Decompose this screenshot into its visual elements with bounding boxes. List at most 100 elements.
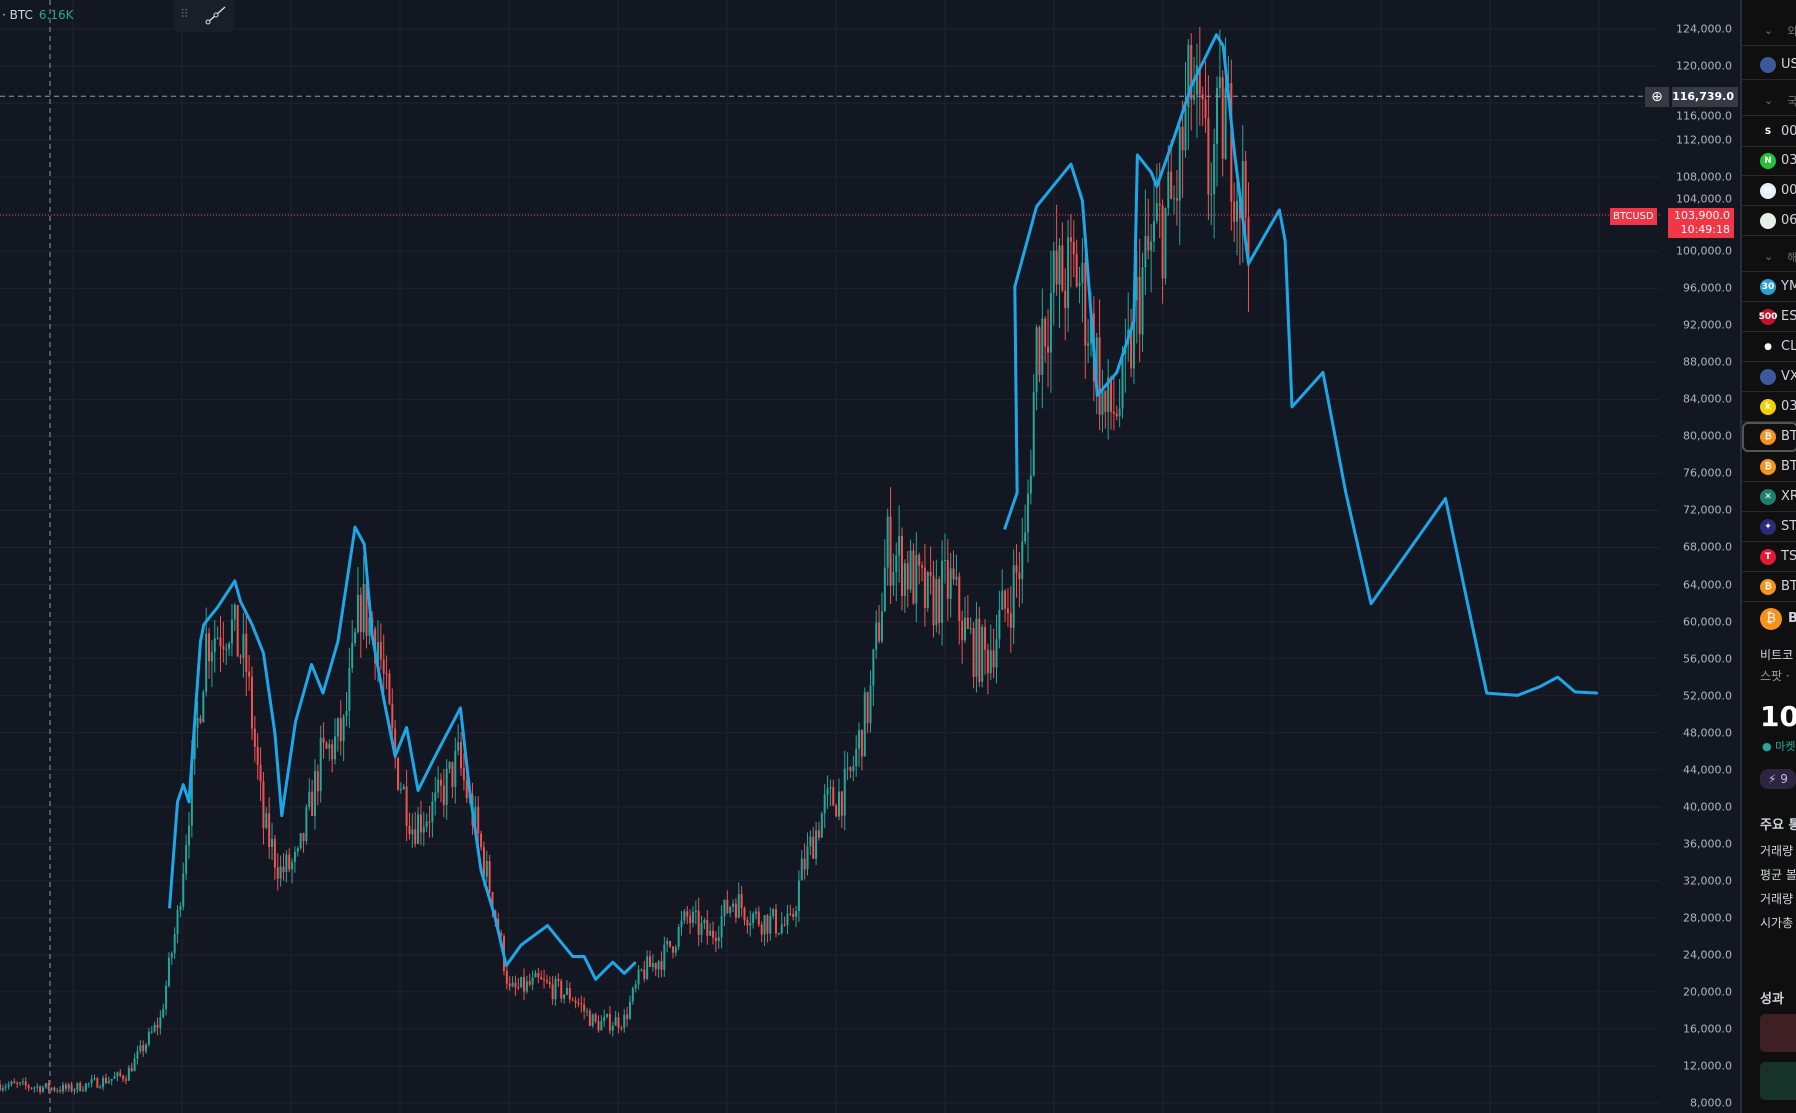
- symbol-type: 스팟 ·: [1760, 669, 1790, 683]
- watchlist-item-symbol: XR: [1781, 489, 1796, 504]
- price-tick-label: 40,000.0: [1683, 800, 1732, 814]
- candle-body: [580, 1003, 583, 1005]
- price-axis[interactable]: 124,000.0 120,000.0 116,000.0 112,000.0 108,…: [1660, 0, 1740, 1113]
- watchlist-section-header[interactable]: ⌄국: [1742, 86, 1796, 116]
- candle-body: [130, 1067, 133, 1072]
- candle-body: [76, 1082, 79, 1090]
- candle-body: [1238, 200, 1241, 219]
- watchlist-item[interactable]: T TS: [1742, 542, 1796, 572]
- candle-body: [657, 961, 660, 970]
- candle-body: [428, 821, 431, 823]
- candle-body: [1204, 99, 1207, 119]
- candle-body: [250, 676, 253, 729]
- section-label: 국: [1787, 93, 1796, 109]
- watchlist-item[interactable]: 06: [1742, 206, 1796, 236]
- watchlist-item[interactable]: ₿ BT: [1742, 452, 1796, 482]
- add-alert-plus-icon[interactable]: ⊕: [1645, 87, 1669, 107]
- candle-body: [1247, 217, 1250, 267]
- watchlist-item[interactable]: S 00: [1742, 117, 1796, 147]
- candle-body: [829, 787, 832, 789]
- candle-body: [1049, 292, 1052, 353]
- watchlist-item[interactable]: N 03: [1742, 146, 1796, 176]
- candle-body: [689, 916, 692, 924]
- watchlist-item[interactable]: ● CL: [1742, 332, 1796, 362]
- drawing-segment[interactable]: [1003, 33, 1598, 697]
- candle-body: [528, 981, 531, 985]
- watchlist-item[interactable]: ₿ BT: [1742, 572, 1796, 602]
- candle-body: [1118, 408, 1121, 417]
- watchlist-section-header[interactable]: ⌄해: [1742, 242, 1796, 272]
- quick-badge: ⚡ 9: [1760, 769, 1796, 789]
- candle-body: [729, 906, 732, 913]
- candle-body: [726, 899, 729, 913]
- candle-body: [196, 717, 199, 728]
- stat-label: 거래량: [1760, 844, 1794, 858]
- candle-body: [565, 988, 568, 995]
- hand-drawn-line[interactable]: [168, 33, 1598, 981]
- candle-body: [986, 649, 989, 674]
- candle-body: [182, 873, 185, 907]
- candle-body: [752, 913, 755, 924]
- candle-body: [282, 866, 285, 873]
- candle-body: [597, 1021, 600, 1031]
- watchlist-item[interactable]: VX: [1742, 362, 1796, 392]
- performance-tile[interactable]: [1760, 1062, 1796, 1100]
- watchlist-item[interactable]: ✕ XR: [1742, 482, 1796, 512]
- candle-body: [792, 913, 795, 917]
- performance-tile[interactable]: [1760, 1014, 1796, 1052]
- candle-body: [915, 554, 918, 604]
- candle-body: [1115, 413, 1118, 417]
- watchlist-item[interactable]: 30 YM: [1742, 272, 1796, 302]
- candle-body: [505, 970, 508, 984]
- watchlist-item-symbol: ES: [1781, 309, 1796, 324]
- watchlist-item-symbol: BT: [1781, 459, 1796, 474]
- watchlist-item[interactable]: 500 ES: [1742, 302, 1796, 332]
- candle-body: [889, 516, 892, 586]
- candle-body: [508, 983, 511, 987]
- candle-body: [703, 920, 706, 924]
- candle-body: [296, 848, 299, 852]
- candle-body: [649, 956, 652, 967]
- trend-line-icon[interactable]: [204, 4, 228, 26]
- performance-title: 성과: [1760, 992, 1784, 1007]
- drawing-segment[interactable]: [168, 525, 637, 981]
- watchlist-item[interactable]: k 03: [1742, 392, 1796, 422]
- candle-body: [1098, 337, 1101, 415]
- candle-body: [342, 716, 345, 742]
- candle-body: [800, 858, 803, 881]
- candle-body: [720, 916, 723, 938]
- candle-body: [210, 652, 213, 662]
- candle-body: [631, 988, 634, 1002]
- candle-body: [205, 633, 208, 692]
- candle-body: [949, 568, 952, 599]
- candle-body: [16, 1083, 19, 1085]
- candle-body: [382, 659, 385, 674]
- watchlist-item[interactable]: H 00: [1742, 176, 1796, 206]
- candle-body: [1064, 290, 1067, 308]
- price-chart[interactable]: [0, 0, 1660, 1113]
- candle-body: [439, 779, 442, 786]
- watchlist-section-header[interactable]: ⌄외: [1742, 16, 1796, 46]
- watchlist-item[interactable]: US: [1742, 50, 1796, 80]
- price-tick-label: 52,000.0: [1683, 689, 1732, 703]
- candle-body: [362, 584, 365, 633]
- candle-body: [170, 953, 173, 958]
- candle-body: [1244, 161, 1247, 218]
- drag-handle-icon[interactable]: ⠿: [180, 7, 189, 21]
- candle-body: [316, 771, 319, 792]
- candle-body: [591, 1014, 594, 1026]
- candle-body: [336, 718, 339, 737]
- candle-body: [39, 1086, 42, 1092]
- watchlist-item-symbol: 03: [1781, 153, 1796, 168]
- watchlist-item-symbol: YM: [1781, 279, 1796, 294]
- candle-body: [248, 671, 251, 677]
- watchlist-item[interactable]: ✦ ST: [1742, 512, 1796, 542]
- candle-body: [104, 1077, 107, 1084]
- watchlist-item[interactable]: ₿ BT: [1742, 422, 1796, 452]
- candle-body: [285, 854, 288, 873]
- candle-body: [683, 911, 686, 921]
- candle-body: [273, 838, 276, 868]
- candle-body: [27, 1085, 30, 1088]
- candle-body: [187, 825, 190, 846]
- candle-body: [293, 851, 296, 863]
